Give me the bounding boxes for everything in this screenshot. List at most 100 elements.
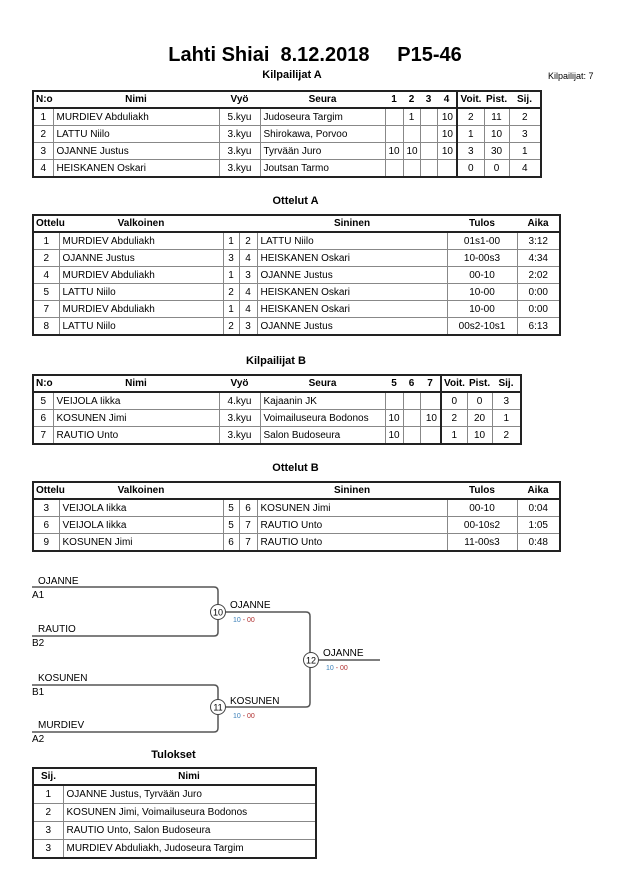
table-cell: KOSUNEN Jimi: [52, 409, 220, 427]
table-cell: 1: [32, 231, 60, 250]
table-cell: 01s1-00: [446, 231, 518, 250]
page-title: Lahti Shiai 8.12.2018 P15-46: [168, 44, 462, 66]
table-cell: 2: [222, 317, 240, 336]
entry-name: KOSUNEN: [38, 673, 87, 684]
table-cell: 0: [466, 391, 493, 410]
table-cell: LATTU Niilo: [58, 283, 224, 301]
table-cell: 3.kyu: [218, 125, 261, 143]
table-cell: 5: [222, 516, 240, 534]
table-cell: 6:13: [516, 317, 561, 336]
table-cell: 10-00s3: [446, 249, 518, 267]
table-cell: 4:34: [516, 249, 561, 267]
table-cell: RAUTIO Unto, Salon Budoseura: [62, 821, 317, 840]
table-row: 3 OJANNE Justus 3.kyu Tyrvään Juro 10 10 10 3 30…: [32, 142, 542, 160]
table-cell: 3: [238, 266, 258, 284]
table-cell: 8: [32, 317, 60, 336]
table-row: 5 LATTU Niilo 2 4 HEISKANEN Oskari 10-00 0:00: [32, 283, 561, 301]
table-cell: 10-00: [446, 283, 518, 301]
final-bracket: OJANNE A1 RAUTIO B2 KOSUNEN B1 MURDIEV A…: [32, 576, 380, 745]
column-header: [239, 215, 257, 232]
column-header: Vyö: [230, 94, 249, 105]
table-cell: 1: [491, 409, 522, 427]
table-row: 4 HEISKANEN Oskari 3.kyu Joutsan Tarmo 0 0 4: [32, 159, 542, 178]
table-cell: 2: [491, 426, 522, 445]
column-header: Aika: [527, 218, 549, 229]
table-row: 1 MURDIEV Abduliakh 1 2 LATTU Niilo 01s1-00 3:…: [32, 231, 561, 250]
column-header: Voit.: [456, 91, 484, 108]
score-blue: 00: [247, 713, 255, 720]
table-cell: OJANNE Justus: [52, 142, 220, 160]
table-row: 7 RAUTIO Unto 3.kyu Salon Budoseura 10 1 10 2: [32, 426, 522, 445]
table-cell: 1: [402, 107, 421, 126]
entry-seed: B2: [32, 638, 45, 649]
table-cell: KOSUNEN Jimi: [58, 533, 224, 552]
table-cell: 1: [32, 107, 54, 126]
column-header: Tulos: [469, 218, 495, 229]
table-cell: Judoseura Targim: [259, 107, 386, 126]
table-cell: VEIJOLA Iikka: [52, 391, 220, 410]
table-cell: [419, 426, 442, 445]
table-row: 5 VEIJOLA Iikka 4.kyu Kajaanin JK 0 0 3: [32, 391, 522, 410]
column-header: Pist.: [486, 94, 508, 105]
table-row: 7 MURDIEV Abduliakh 1 4 HEISKANEN Oskari 10-0…: [32, 300, 561, 318]
table-cell: 3: [32, 839, 64, 859]
table-cell: 0:00: [516, 283, 561, 301]
table-cell: 2: [32, 125, 54, 143]
table-cell: 3:12: [516, 231, 561, 250]
table-cell: RAUTIO Unto: [256, 533, 448, 552]
table-cell: 3: [222, 249, 240, 267]
table-cell: MURDIEV Abduliakh: [58, 300, 224, 318]
table-cell: 0: [440, 391, 468, 410]
table-cell: 3: [32, 142, 54, 160]
table-cell: 00s2-10s1: [446, 317, 518, 336]
table-cell: Voimailuseura Bodonos: [259, 409, 386, 427]
table-cell: 3.kyu: [218, 142, 261, 160]
table-cell: VEIJOLA Iikka: [58, 516, 224, 534]
table-cell: 10: [384, 409, 404, 427]
table-cell: HEISKANEN Oskari: [256, 300, 448, 318]
table-cell: LATTU Niilo: [52, 125, 220, 143]
table-cell: OJANNE Justus: [256, 317, 448, 336]
header-row: Sij. Nimi: [33, 768, 316, 785]
table-row: 3 RAUTIO Unto, Salon Budoseura: [32, 821, 317, 840]
table-cell: 7: [238, 533, 258, 552]
table-cell: OJANNE Justus, Tyrvään Juro: [62, 784, 317, 804]
column-header: Nimi: [178, 771, 200, 782]
column-header: Ottelu: [36, 218, 65, 229]
table-cell: 1: [508, 142, 542, 160]
table-cell: 00-10: [446, 498, 518, 517]
column-header: 4: [443, 94, 450, 105]
match-number: 10: [213, 608, 223, 618]
table-cell: [419, 142, 438, 160]
table-cell: 11-00s3: [446, 533, 518, 552]
column-header: Sij.: [498, 378, 514, 389]
table-cell: 1: [440, 426, 468, 445]
table-cell: [384, 107, 404, 126]
results-heading: Tulokset: [151, 749, 196, 761]
table-row: 9 KOSUNEN Jimi 6 7 RAUTIO Unto 11-00s3 0:48: [32, 533, 561, 552]
table-cell: 9: [32, 533, 60, 552]
svg-text:10 - 00: 10 - 00: [233, 617, 255, 624]
entry-seed: B1: [32, 687, 45, 698]
table-cell: 3: [491, 391, 522, 410]
table-cell: OJANNE Justus: [256, 266, 448, 284]
table-cell: 2: [456, 107, 485, 126]
table-cell: 2: [238, 231, 258, 250]
table-cell: VEIJOLA Iikka: [58, 498, 224, 517]
match-winner: OJANNE: [230, 600, 271, 611]
score-white: 10: [326, 665, 334, 672]
table-cell: 0:04: [516, 498, 561, 517]
table-cell: KOSUNEN Jimi: [256, 498, 448, 517]
svg-text:10 - 00: 10 - 00: [326, 665, 348, 672]
table-cell: MURDIEV Abduliakh: [58, 231, 224, 250]
table-cell: [384, 125, 404, 143]
score-blue: 00: [340, 665, 348, 672]
table-cell: 3: [456, 142, 485, 160]
table-cell: MURDIEV Abduliakh, Judoseura Targim: [62, 839, 317, 859]
match-10-circle: [210, 604, 226, 620]
table-cell: [436, 159, 458, 178]
table-cell: 7: [238, 516, 258, 534]
column-header: [239, 482, 257, 499]
final-results-table: Sij. Nimi 1 OJANNE Justus, Tyrvään Juro 2 KOS…: [32, 767, 317, 859]
table-cell: MURDIEV Abduliakh: [58, 266, 224, 284]
